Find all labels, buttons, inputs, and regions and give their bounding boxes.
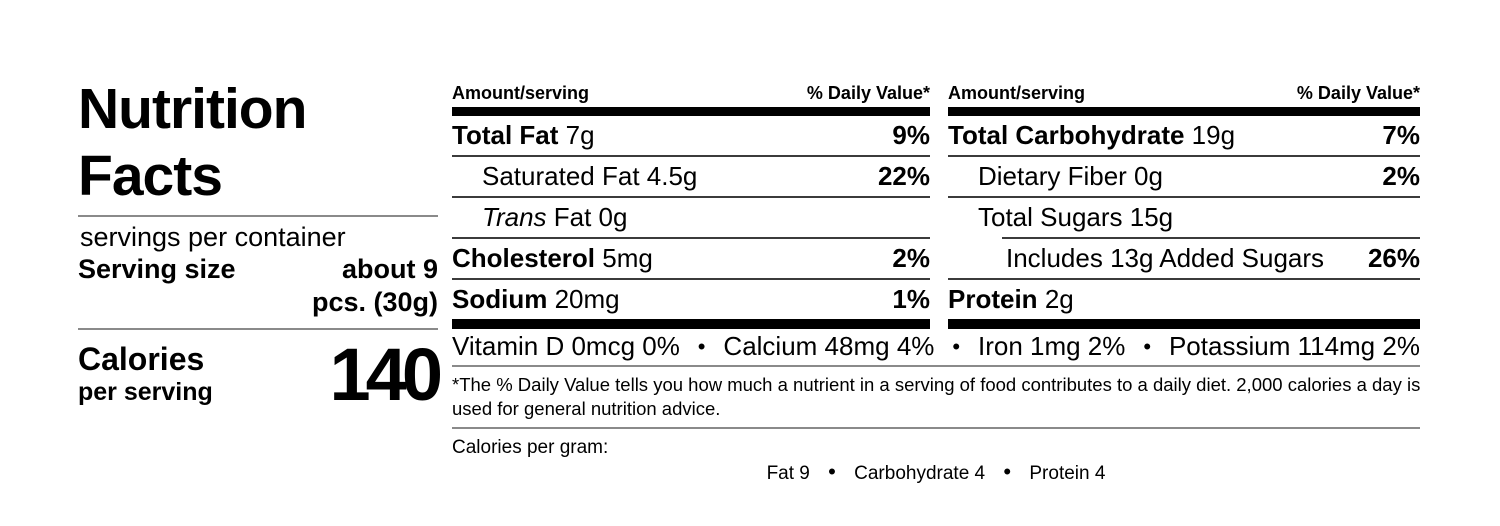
amount-serving-header: Amount/serving [452, 83, 590, 103]
label-title-line1: Nutrition [78, 77, 307, 141]
row-divider [948, 196, 1420, 198]
servings-per-container-text: servings per container [80, 222, 346, 252]
bullet-separator: • [1143, 333, 1152, 359]
daily-value: 2% [892, 243, 930, 273]
daily-value: 9% [892, 120, 930, 150]
nutrient-name: Protein 2g [948, 284, 1074, 314]
calcium-value: Calcium 48mg 4% [723, 331, 935, 361]
carbohydrate-per-gram: Carbohydrate 4 [854, 463, 986, 484]
thick-rule [948, 107, 1420, 116]
nutrient-name: Total Fat 7g [452, 120, 595, 150]
nutrient-name: Total Carbohydrate 19g [948, 120, 1236, 150]
nutrient-name: Saturated Fat 4.5g [482, 161, 698, 191]
nutrient-name: Sodium 20mg [452, 284, 620, 314]
serving-divider [78, 328, 438, 330]
row-divider [452, 237, 930, 239]
bullet-separator: • [1003, 459, 1012, 484]
row-total-carbohydrate: Total Carbohydrate 19g 7% [948, 116, 1420, 155]
row-protein: Protein 2g [948, 280, 1420, 319]
row-divider [948, 278, 1420, 280]
daily-value: 7% [1382, 120, 1420, 150]
row-divider [452, 155, 930, 157]
calories-value: 140 [329, 333, 443, 416]
column-header: Amount/serving % Daily Value* [452, 83, 930, 104]
row-added-sugars: Includes 13g Added Sugars 26% [948, 239, 1420, 278]
row-divider [948, 155, 1420, 157]
thick-rule [452, 107, 930, 116]
row-saturated-fat: Saturated Fat 4.5g 22% [452, 157, 930, 196]
daily-value: 22% [877, 161, 930, 191]
daily-value: 1% [892, 284, 930, 314]
micronutrients-row: Vitamin D 0mcg 0% • Calcium 48mg 4% • Ir… [452, 331, 1420, 362]
calories-sublabel: per serving [78, 378, 213, 406]
row-total-fat: Total Fat 7g 9% [452, 116, 930, 155]
thick-rule [452, 319, 930, 329]
nutrient-column-carbs: Amount/serving % Daily Value* Total Carb… [948, 83, 1420, 329]
row-dietary-fiber: Dietary Fiber 0g 2% [948, 157, 1420, 196]
thick-rule [948, 319, 1420, 329]
serving-size-value-line2: pcs. (30g) [311, 287, 438, 317]
footnote-divider [452, 427, 1420, 429]
bullet-separator: • [697, 333, 706, 359]
daily-value-header: % Daily Value* [1296, 83, 1420, 103]
iron-value: Iron 1mg 2% [977, 331, 1126, 361]
fat-per-gram: Fat 9 [766, 463, 810, 484]
calories-per-gram-values: Fat 9 • Carbohydrate 4 • Protein 4 [452, 459, 1420, 485]
row-trans-fat: Trans Fat 0g [452, 198, 930, 237]
title-divider [78, 215, 438, 217]
calories-per-gram-label: Calories per gram: [452, 437, 609, 458]
nutrient-name: Dietary Fiber 0g [978, 161, 1163, 191]
bullet-separator: • [952, 333, 961, 359]
vitamin-d-value: Vitamin D 0mcg 0% [452, 331, 680, 361]
protein-per-gram: Protein 4 [1029, 463, 1106, 484]
label-title-line2: Facts [78, 144, 223, 208]
row-sodium: Sodium 20mg 1% [452, 280, 930, 319]
serving-size-value: about 9 pcs. (30g) [78, 253, 438, 319]
calories-label: Calories [78, 341, 205, 377]
row-divider-indented [1002, 237, 1420, 239]
label-title: Nutrition Facts [78, 76, 307, 210]
daily-value-header: % Daily Value* [806, 83, 930, 103]
nutrient-name: Trans Fat 0g [482, 202, 628, 232]
potassium-value: Potassium 114mg 2% [1168, 331, 1420, 361]
micronutrients-divider [452, 365, 1420, 367]
serving-size-row: Serving size about 9 pcs. (30g) [78, 253, 438, 319]
amount-serving-header: Amount/serving [948, 83, 1086, 103]
row-divider [452, 278, 930, 280]
serving-size-value-line1: about 9 [341, 254, 438, 284]
daily-value: 26% [1367, 243, 1420, 273]
daily-value: 2% [1382, 161, 1420, 191]
nutrient-column-fats: Amount/serving % Daily Value* Total Fat … [452, 83, 930, 329]
bullet-separator: • [828, 459, 836, 484]
column-header: Amount/serving % Daily Value* [948, 83, 1420, 104]
row-total-sugars: Total Sugars 15g [948, 198, 1420, 237]
row-divider [452, 196, 930, 198]
daily-value-footnote: *The % Daily Value tells you how much a … [452, 374, 1421, 419]
serving-size-label: Serving size [78, 254, 236, 284]
nutrient-name: Cholesterol 5mg [452, 243, 653, 273]
nutrient-name: Includes 13g Added Sugars [1006, 243, 1325, 273]
nutrient-name: Total Sugars 15g [978, 202, 1174, 232]
row-cholesterol: Cholesterol 5mg 2% [452, 239, 930, 278]
